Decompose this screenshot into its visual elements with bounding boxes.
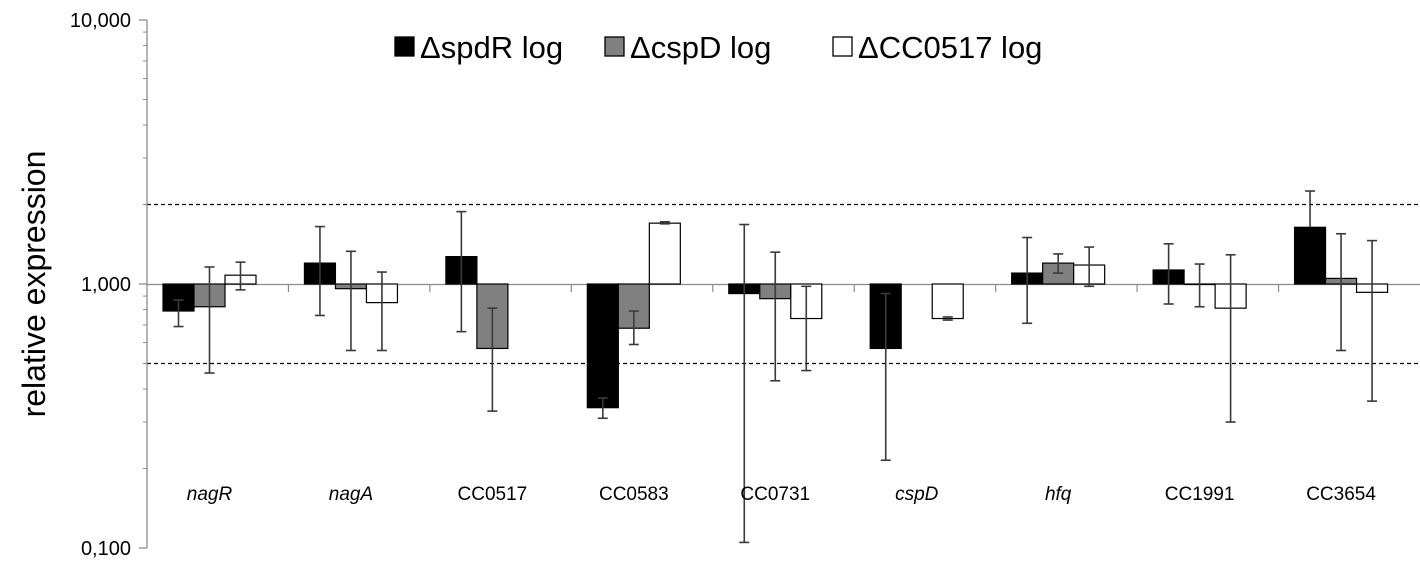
error-bar-CC1991-series-3 [1225,254,1236,423]
error-bar-CC0583-series-1 [597,397,608,420]
error-bar-CC0517-series-2 [487,307,498,412]
y-tick-labels: 0,100 1,000 10,000 [70,10,131,560]
category-label-CC3654: CC3654 [1306,484,1376,505]
category-label-cspD: cspD [895,484,939,505]
legend-item-1: ΔspdR log [394,30,563,65]
legend: ΔspdR log ΔcspD log ΔCC0517 log [394,30,1042,65]
category-label-CC0583: CC0583 [599,484,669,505]
error-bar-CC3654-series-3 [1367,239,1378,402]
category-label-CC0731: CC0731 [740,484,810,505]
legend-swatch [832,36,853,57]
legend-label: ΔCC0517 log [858,30,1042,65]
error-bar-CC3654-series-1 [1305,190,1316,228]
error-bar-CC0583-series-2 [628,310,639,346]
reference-lines [147,203,1420,365]
legend-label: ΔspdR log [420,30,563,65]
error-bar-nagA-series-3 [376,271,387,352]
error-bar-CC0517-series-1 [456,210,467,333]
y-tick-label-1: 1,000 [81,274,131,296]
bar-CC3654-series-1 [1293,226,1327,285]
legend-item-2: ΔcspD log [604,30,771,65]
error-bar-nagR-series-3 [235,261,246,291]
legend-item-3: ΔCC0517 log [832,30,1042,65]
bar-CC0583-series-3 [648,222,681,285]
error-bar-hfq-series-3 [1084,246,1095,288]
error-bar-nagA-series-1 [314,225,325,317]
error-bar-cspD-series-3 [942,316,953,321]
category-label-CC0517: CC0517 [458,484,528,505]
y-axis-title: relative expression [16,151,52,418]
error-bars [173,190,1378,544]
category-label-CC1991: CC1991 [1165,484,1235,505]
category-label-nagA: nagA [329,484,373,505]
error-bar-CC3654-series-2 [1336,232,1347,352]
legend-label: ΔcspD log [630,30,771,65]
error-bar-CC0731-series-3 [801,285,812,372]
error-bar-CC0731-series-1 [739,223,750,544]
error-bar-CC1991-series-2 [1194,263,1205,308]
error-bar-CC0731-series-2 [770,251,781,382]
legend-swatch [604,36,625,57]
error-bar-CC0583-series-3 [659,221,670,225]
y-tick-label-0: 0,100 [81,538,131,560]
bar-CC0583-series-1 [586,283,619,409]
error-bar-nagR-series-1 [173,299,184,328]
error-bar-CC1991-series-1 [1163,242,1174,305]
category-label-hfq: hfq [1045,484,1072,505]
error-bar-nagA-series-2 [345,250,356,352]
category-labels: nagR nagA CC0517 CC0583 CC0731 cspD hfq CC1991 C… [187,484,1377,505]
legend-swatch [394,36,415,57]
error-bar-hfq-series-1 [1022,236,1033,325]
error-bar-nagR-series-2 [204,266,215,374]
bar-cspD-series-3 [931,283,964,320]
error-bar-hfq-series-2 [1053,253,1064,274]
y-tick-label-2: 10,000 [70,10,131,32]
category-label-nagR: nagR [187,484,233,505]
error-bar-cspD-series-1 [880,292,891,462]
